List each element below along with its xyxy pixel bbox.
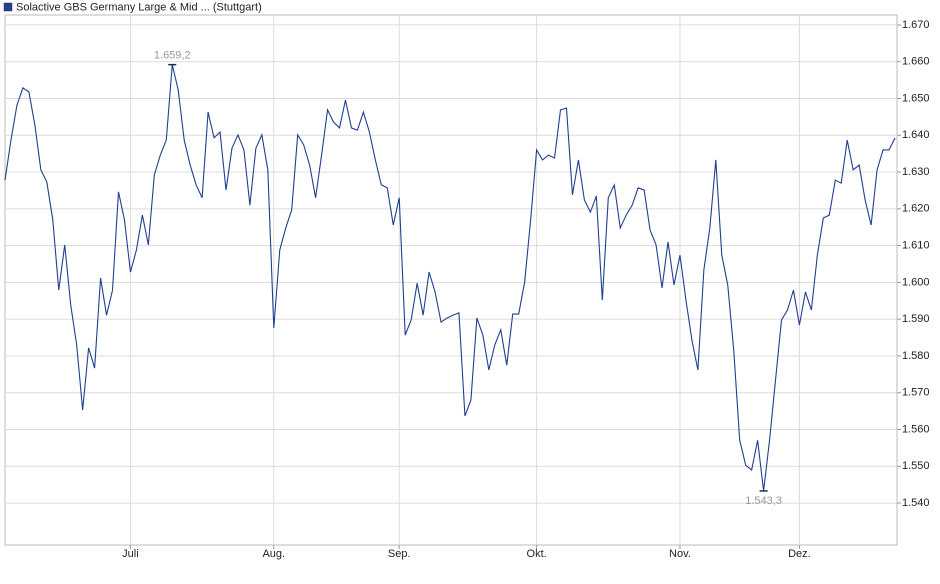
x-tick-label: Sep.	[388, 548, 411, 560]
price-line	[4, 64, 896, 491]
y-tick-label: 1.610	[902, 240, 930, 252]
legend-swatch	[3, 2, 13, 12]
y-tick-label: 1.560	[902, 423, 930, 435]
y-tick-label: 1.630	[902, 166, 930, 178]
y-tick-label: 1.550	[902, 460, 930, 472]
y-tick-label: 1.580	[902, 350, 930, 362]
y-tick-label: 1.590	[902, 313, 930, 325]
y-tick-label: 1.650	[902, 92, 930, 104]
y-tick-label: 1.620	[902, 203, 930, 215]
x-tick-label: Nov.	[669, 548, 691, 560]
legend-label: Solactive GBS Germany Large & Mid ... (S…	[16, 1, 262, 13]
y-tick-label: 1.670	[902, 19, 930, 31]
plot-area	[4, 14, 898, 546]
x-tick-label: Juli	[122, 548, 139, 560]
y-tick-label: 1.570	[902, 387, 930, 399]
y-tick-label: 1.600	[902, 276, 930, 288]
extreme-label: 1.543,3	[745, 495, 782, 507]
y-tick-label: 1.660	[902, 56, 930, 68]
x-tick-label: Aug.	[262, 548, 285, 560]
x-tick-label: Okt.	[527, 548, 547, 560]
extreme-label: 1.659,2	[154, 50, 191, 62]
y-tick-label: 1.640	[902, 129, 930, 141]
x-tick-label: Dez.	[788, 548, 811, 560]
y-tick-label: 1.540	[902, 497, 930, 509]
